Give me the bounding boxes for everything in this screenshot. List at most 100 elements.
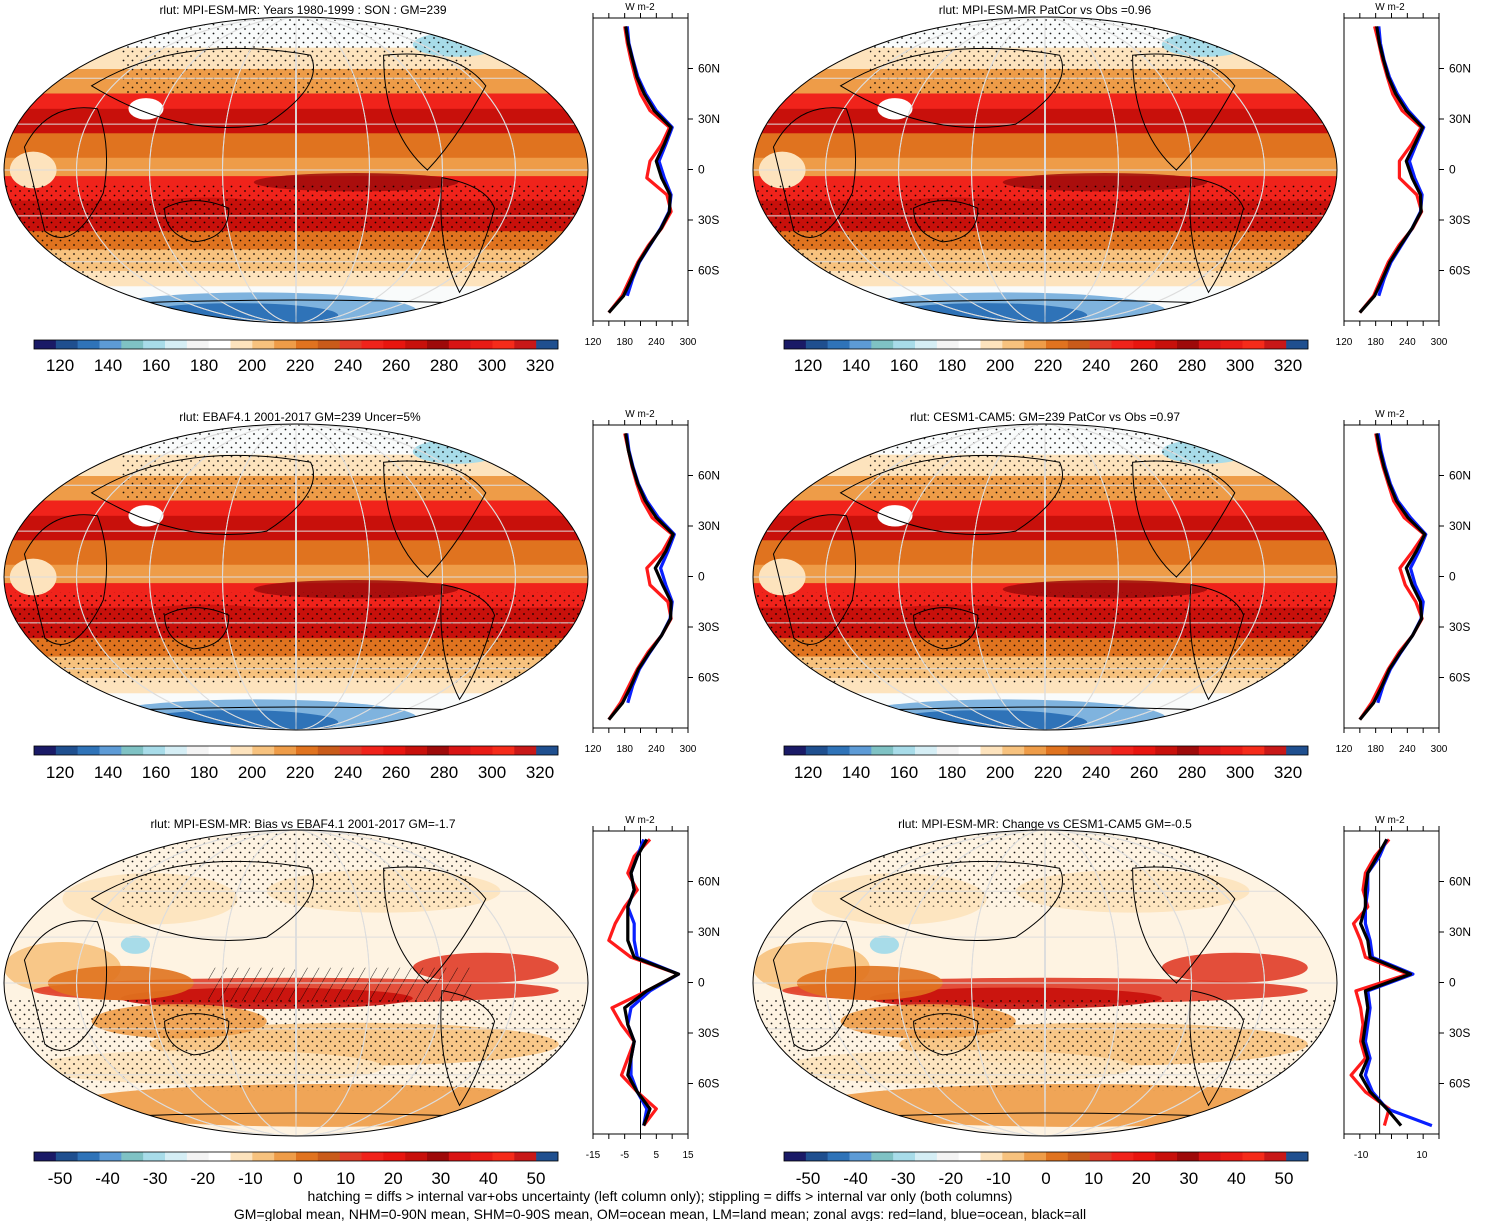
profile-tick: 120	[585, 337, 602, 348]
cb-label: 180	[938, 356, 966, 375]
coastline	[913, 1013, 979, 1056]
graticule-lon	[825, 17, 1265, 323]
tibet-low	[877, 98, 913, 120]
colorbar-swatch	[1111, 746, 1134, 755]
lat-label: 0	[1449, 163, 1456, 177]
colorbar-swatch	[427, 340, 450, 349]
profile-tick: 15	[682, 1150, 694, 1161]
anomaly-blob	[1161, 952, 1308, 983]
graticule-lon	[76, 17, 516, 323]
lat-label: 60S	[698, 671, 719, 685]
footer-note-2: GM=global mean, NHM=0-90N mean, SHM=0-90…	[234, 1206, 1086, 1221]
panel-1-colorbar	[33, 339, 559, 350]
cb-label: 40	[1227, 1169, 1246, 1188]
cb-label: 240	[1082, 356, 1110, 375]
colorbar-swatch	[405, 340, 428, 349]
colorbar-swatch	[1111, 1152, 1134, 1161]
colorbar-frame	[783, 339, 1309, 350]
colorbar-swatch	[99, 340, 122, 349]
colorbar-swatch	[186, 746, 209, 755]
colorbar-swatch	[1177, 340, 1200, 349]
panel-2-profile-ticks: 120 180 240 300	[1336, 337, 1448, 348]
panel-3-map	[3, 423, 589, 731]
colorbar-swatch	[536, 746, 559, 755]
profile-tick: 180	[616, 744, 633, 755]
colorbar-swatch	[1024, 746, 1047, 755]
colorbar-swatch	[893, 1152, 916, 1161]
cb-label: 10	[336, 1169, 355, 1188]
profile-tick: 10	[1416, 1150, 1428, 1161]
cb-label: 220	[1034, 763, 1062, 782]
cb-label: 200	[986, 763, 1014, 782]
colorbar-swatch	[871, 746, 894, 755]
colorbar-swatch	[827, 1152, 850, 1161]
colorbar-swatch	[849, 1152, 872, 1161]
cb-label: 140	[94, 356, 122, 375]
lat-label: 30S	[1449, 620, 1470, 634]
coastline	[440, 990, 496, 1107]
colorbar-frame	[33, 745, 559, 756]
lat-label: 60S	[1449, 264, 1470, 278]
cb-label: 120	[794, 356, 822, 375]
colorbar-swatch	[34, 746, 57, 755]
cb-label: -20	[939, 1169, 964, 1188]
cb-label: 220	[286, 356, 314, 375]
cb-label: 20	[1132, 1169, 1151, 1188]
cb-label: 30	[1179, 1169, 1198, 1188]
colorbar-swatch	[1133, 1152, 1156, 1161]
colorbar-swatch	[361, 1152, 384, 1161]
cb-label: 320	[526, 763, 554, 782]
cb-label: 320	[1274, 763, 1302, 782]
lat-label: 30N	[1449, 519, 1471, 533]
panel-3-title: rlut: EBAF4.1 2001-2017 GM=239 Uncer=5%	[179, 410, 421, 424]
coastline	[1132, 460, 1236, 578]
cb-label: 50	[1275, 1169, 1294, 1188]
colorbar-swatch	[1089, 746, 1112, 755]
colorbar-frame	[783, 745, 1309, 756]
hatching	[208, 967, 472, 1002]
panel-6-title: rlut: MPI-ESM-MR: Change vs CESM1-CAM5 G…	[898, 817, 1192, 831]
panel-1: rlut: MPI-ESM-MR: Years 1980-1999 : SON …	[3, 2, 720, 375]
graticule-lon	[222, 17, 370, 323]
colorbar-swatch	[383, 1152, 406, 1161]
coastline	[23, 920, 108, 1051]
cb-label: 20	[384, 1169, 403, 1188]
colorbar-swatch	[1155, 1152, 1178, 1161]
cb-label: 160	[142, 763, 170, 782]
panel-2-map	[752, 16, 1338, 324]
colorbar-swatch	[274, 746, 297, 755]
colorbar-swatch	[936, 1152, 959, 1161]
profile-line-land	[1349, 838, 1410, 1127]
graticule-lon	[222, 830, 370, 1136]
colorbar-swatch	[55, 1152, 78, 1161]
cb-label: 0	[293, 1169, 302, 1188]
colorbar-swatch	[1242, 340, 1265, 349]
colorbar-swatch	[470, 1152, 493, 1161]
lat-label: 0	[1449, 976, 1456, 990]
map-border	[752, 423, 1338, 731]
colorbar-swatch	[208, 746, 231, 755]
colorbar-swatch	[893, 746, 916, 755]
colorbar-swatch	[99, 1152, 122, 1161]
panel-6-profile-ticks: -10 10	[1354, 1150, 1428, 1161]
cb-label: 140	[94, 763, 122, 782]
cb-label: 120	[794, 763, 822, 782]
colorbar-swatch	[121, 746, 144, 755]
profile-units: W m-2	[1375, 409, 1405, 420]
graticule-lon	[295, 17, 297, 323]
colorbar-swatch	[958, 746, 981, 755]
coastline	[839, 860, 1064, 941]
panel-3-zonal-profile	[592, 420, 693, 733]
coastline	[440, 584, 496, 701]
colorbar-swatch	[383, 340, 406, 349]
cb-label: 0	[1041, 1169, 1050, 1188]
coastline	[23, 107, 108, 238]
lat-label: 0	[1449, 570, 1456, 584]
colorbar-swatch	[1133, 746, 1156, 755]
profile-units: W m-2	[1375, 2, 1405, 13]
colorbar-swatch	[165, 340, 188, 349]
map-border	[752, 829, 1338, 1137]
graticule-lon	[149, 17, 443, 323]
coastline	[90, 47, 315, 128]
